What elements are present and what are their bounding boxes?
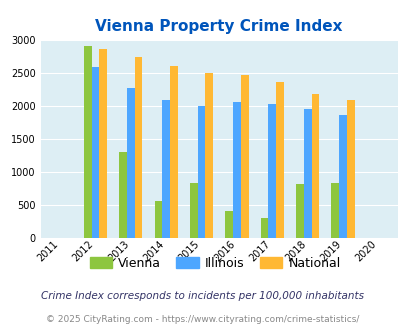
Bar: [119, 152, 127, 238]
Bar: [83, 46, 91, 238]
Bar: [295, 184, 303, 238]
Bar: [330, 183, 338, 238]
Bar: [225, 211, 232, 238]
Bar: [311, 94, 319, 238]
Bar: [154, 201, 162, 238]
Bar: [232, 102, 240, 238]
Legend: Vienna, Illinois, National: Vienna, Illinois, National: [84, 252, 345, 275]
Text: © 2025 CityRating.com - https://www.cityrating.com/crime-statistics/: © 2025 CityRating.com - https://www.city…: [46, 315, 359, 324]
Bar: [275, 82, 283, 238]
Bar: [205, 73, 213, 238]
Bar: [197, 106, 205, 238]
Bar: [338, 115, 346, 238]
Bar: [99, 49, 107, 238]
Bar: [268, 104, 275, 238]
Bar: [240, 75, 248, 238]
Title: Vienna Property Crime Index: Vienna Property Crime Index: [95, 19, 342, 34]
Bar: [260, 218, 268, 238]
Bar: [303, 109, 311, 238]
Bar: [91, 67, 99, 238]
Bar: [127, 88, 134, 238]
Bar: [134, 57, 142, 238]
Text: Crime Index corresponds to incidents per 100,000 inhabitants: Crime Index corresponds to incidents per…: [41, 291, 364, 301]
Bar: [162, 100, 170, 238]
Bar: [170, 66, 177, 238]
Bar: [190, 183, 197, 238]
Bar: [346, 100, 354, 238]
